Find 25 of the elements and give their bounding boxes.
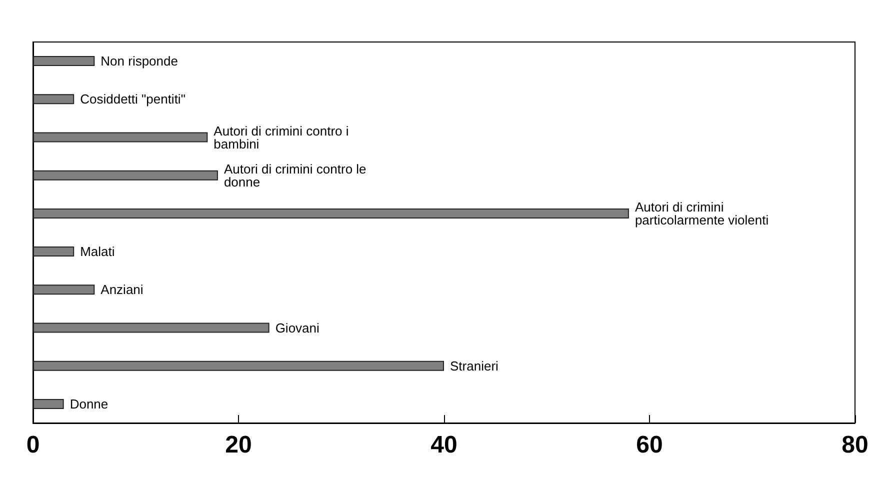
y-tick-label: Autori di crimini particolarmente violenti [634,199,769,228]
y-tick-label: Giovani [275,320,320,336]
y-tick-label: Autori di crimini contro i bambini [214,123,352,152]
y-tick-label: Non risponde [100,54,178,69]
y-tick-label: Anziani [100,282,144,298]
x-tick-label: 60 [636,432,663,458]
y-tick-label: Stranieri [450,358,499,374]
bar [33,360,444,371]
y-tick-label: Autori di crimini contro le donne [224,161,370,190]
bar [33,170,218,180]
x-tick-label: 80 [842,432,868,458]
bar [33,284,95,295]
bar [33,56,95,66]
x-tick-label: 0 [26,432,40,458]
x-tick-label: 40 [430,432,458,458]
bar [33,94,74,104]
bar [33,398,64,409]
bar [33,208,629,218]
x-tick-label: 20 [225,432,252,458]
y-tick-label: Malati [80,244,115,260]
bar [33,322,270,333]
bar [33,132,208,142]
y-tick-label: Donne [70,396,108,412]
bar [33,246,74,257]
y-tick-label: Cosiddetti "pentiti" [80,92,186,107]
